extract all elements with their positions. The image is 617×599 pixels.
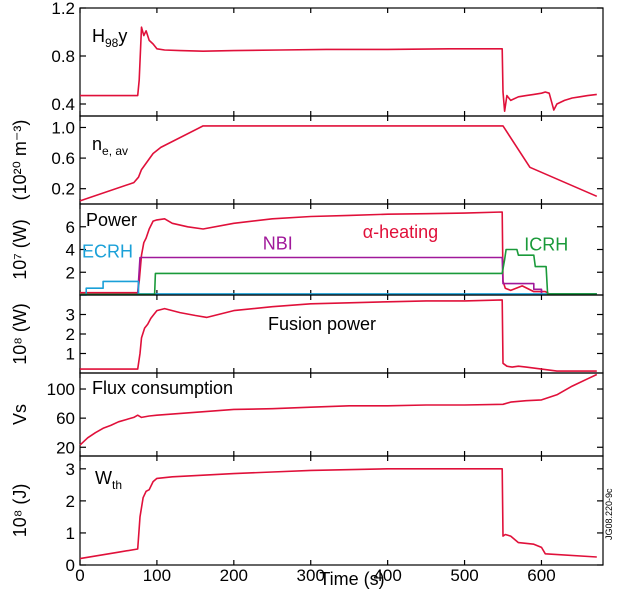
annotation-icrh: ICRH	[524, 235, 568, 255]
panel-label: Power	[86, 210, 137, 230]
y-tick-label: 3	[66, 306, 75, 325]
panels-layer: 1.2 0.8 0.4 H98y 1.0 0.6 0.2 ne, av (10²⁰ m⁻³) 6 4…	[10, 0, 604, 585]
panel-ne: 1.0 0.6 0.2 ne, av (10²⁰ m⁻³)	[10, 115, 604, 205]
x-tick-label: 200	[220, 566, 248, 585]
y-tick-label: 2	[66, 263, 75, 282]
annotation-ecrh: ECRH	[82, 241, 133, 261]
y-tick-label: 1	[66, 345, 75, 364]
series-line	[80, 26, 597, 112]
y-tick-label: 60	[56, 409, 75, 428]
x-axis-label: Time (s)	[319, 569, 384, 589]
panel-label-main: Flux consumption	[92, 378, 233, 398]
figure-id-label: JG08.220-9c	[604, 488, 614, 540]
panel-label: Fusion power	[268, 314, 376, 334]
y-tick-label: 0	[66, 556, 75, 575]
panel-frame	[79, 7, 604, 117]
y-tick-label: 4	[66, 241, 75, 260]
x-axis: 0 100 200 300 400 500 600	[75, 566, 555, 585]
series--heating	[80, 211, 597, 295]
y-tick-label: 3	[66, 460, 75, 479]
y-axis-label: (10²⁰ m⁻³)	[10, 120, 30, 201]
annotation-nbi: NBI	[263, 234, 293, 254]
panel-flux: 100 60 20 Flux consumption Vs	[10, 372, 604, 457]
y-axis-label: 10⁷ (W)	[10, 219, 30, 280]
panel-label-main: n	[92, 134, 102, 154]
y-tick-label: 0.6	[51, 149, 75, 168]
panel-label-tail: y	[118, 26, 127, 46]
series-nbi	[80, 256, 597, 296]
y-tick-label: 2	[66, 325, 75, 344]
x-tick-label: 400	[373, 566, 401, 585]
x-tick-label: 600	[527, 566, 555, 585]
panel-power: 6 4 2 Power 10⁷ (W) ECRH NBI α-heating ICRH	[10, 203, 604, 296]
panel-h98: 1.2 0.8 0.4 H98y	[51, 0, 604, 117]
panel-label: H98y	[92, 26, 127, 50]
y-axis-label: 10⁸ (J)	[10, 484, 30, 538]
panel-label-main: W	[95, 468, 112, 488]
panel-label-subscript: 98	[105, 36, 119, 50]
panel-label: Flux consumption	[92, 378, 233, 398]
y-tick-label: 6	[66, 218, 75, 237]
x-tick-label: 500	[450, 566, 478, 585]
x-tick-label: 100	[143, 566, 171, 585]
panel-label-main: H	[92, 26, 105, 46]
series-line	[79, 373, 598, 446]
y-tick-label: 0.2	[51, 180, 75, 199]
panel-label-main: Power	[86, 210, 137, 230]
panel-wth: 3 2 1 0 Wth 10⁸ (J)	[10, 455, 604, 575]
panel-label-subscript: e, av	[102, 144, 128, 158]
series-line	[80, 299, 597, 372]
x-tick-label: 0	[75, 566, 84, 585]
panel-label: Wth	[95, 468, 122, 492]
y-tick-label: 0.8	[51, 47, 75, 66]
y-tick-label: 1.0	[51, 118, 75, 137]
panel-frame	[79, 455, 604, 566]
x-tick-label: 300	[297, 566, 325, 585]
y-tick-label: 2	[66, 492, 75, 511]
y-tick-label: 1	[66, 524, 75, 543]
y-axis-label: Vs	[10, 404, 30, 425]
panel-label-subscript: th	[112, 478, 122, 492]
y-tick-label: 100	[47, 380, 75, 399]
panel-frame	[79, 294, 604, 374]
series-line	[79, 125, 598, 202]
y-tick-label: 1.2	[51, 0, 75, 18]
y-tick-label: 0.4	[51, 95, 75, 114]
annotation--heating: α-heating	[363, 222, 438, 242]
series-icrh	[80, 248, 597, 296]
panel-fusion: 321 Fusion power 10⁸ (W)	[10, 294, 604, 374]
series-line	[79, 467, 597, 560]
y-axis-label: 10⁸ (W)	[10, 303, 30, 365]
panel-label-main: Fusion power	[268, 314, 376, 334]
panel-label: ne, av	[92, 134, 128, 158]
y-tick-label: 20	[56, 438, 75, 457]
